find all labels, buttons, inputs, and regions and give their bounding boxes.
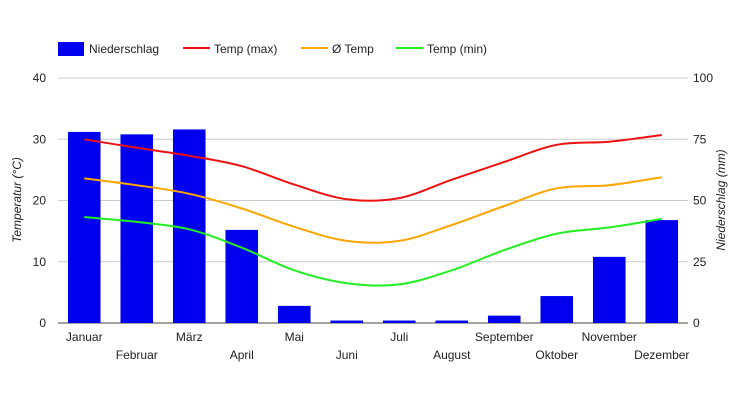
legend-label-temp-avg: Ø Temp — [332, 42, 374, 56]
legend-label-precipitation: Niederschlag — [89, 42, 159, 56]
precipitation-bar — [592, 256, 626, 323]
left-tick-label: 0 — [39, 316, 46, 330]
x-tick-label: August — [433, 348, 471, 362]
precipitation-bar — [67, 131, 101, 323]
right-tick-label: 75 — [693, 132, 707, 146]
legend-swatch-precipitation — [58, 42, 84, 56]
legend-label-temp-max: Temp (max) — [214, 42, 277, 56]
x-tick-label: Oktober — [535, 348, 578, 362]
temperature-lines — [84, 134, 662, 287]
right-axis-title: Niederschlag (mm) — [714, 149, 728, 250]
precipitation-bar — [277, 305, 311, 323]
x-tick-label: April — [230, 348, 254, 362]
precipitation-bars — [67, 129, 679, 323]
legend-label-temp-min: Temp (min) — [427, 42, 487, 56]
precipitation-bar — [435, 320, 469, 323]
x-tick-label: November — [582, 330, 637, 344]
right-tick-label: 50 — [693, 194, 707, 208]
x-tick-label: März — [176, 330, 203, 344]
precipitation-bar — [382, 320, 416, 323]
x-tick-label: Dezember — [634, 348, 689, 362]
precipitation-bar — [540, 296, 574, 323]
temperature-line — [84, 176, 662, 244]
x-tick-label: Februar — [116, 348, 158, 362]
x-tick-label: Juni — [336, 348, 358, 362]
precipitation-bar — [645, 220, 679, 323]
left-tick-label: 30 — [33, 132, 47, 146]
right-tick-label: 0 — [693, 316, 700, 330]
left-tick-label: 20 — [33, 194, 47, 208]
x-tick-label: September — [475, 330, 534, 344]
left-tick-label: 40 — [33, 71, 47, 85]
left-tick-label: 10 — [33, 255, 47, 269]
x-tick-label: Mai — [285, 330, 304, 344]
precipitation-bar — [330, 320, 364, 323]
right-tick-label: 25 — [693, 255, 707, 269]
temperature-line — [84, 216, 662, 287]
left-axis-title: Temperatur (°C) — [10, 157, 24, 243]
legend: Niederschlag Temp (max) Ø Temp Temp (min… — [58, 42, 487, 56]
x-tick-label: Juli — [390, 330, 408, 344]
precipitation-bar — [487, 315, 521, 323]
x-tick-label: Januar — [66, 330, 103, 344]
precipitation-bar — [225, 229, 259, 323]
right-tick-label: 100 — [693, 71, 713, 85]
x-axis-ticks: Januar Februar März April Mai Juni Juli August S… — [66, 330, 690, 362]
temperature-line — [84, 134, 662, 202]
precipitation-bar — [120, 134, 154, 323]
left-axis-ticks: 0 10 20 30 40 — [33, 71, 47, 330]
right-axis-ticks: 0 25 50 75 100 — [693, 71, 713, 330]
